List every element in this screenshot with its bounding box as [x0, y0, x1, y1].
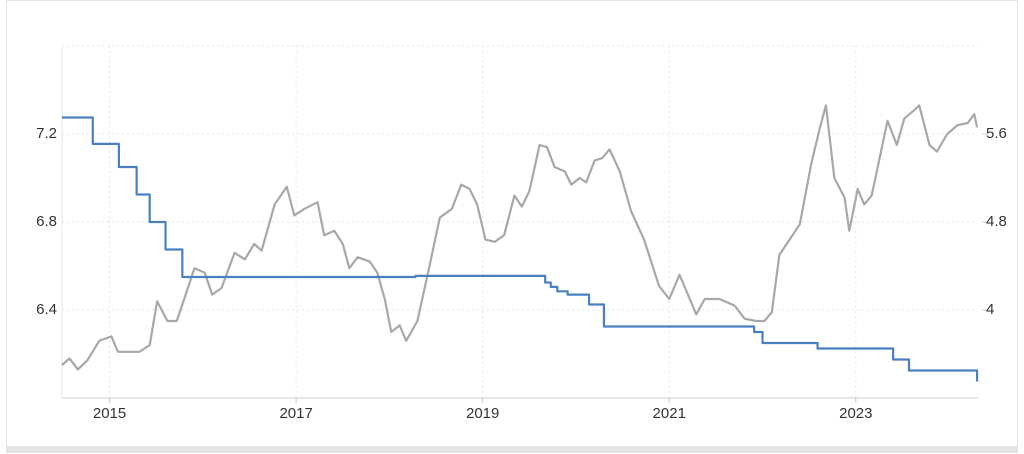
y-tick-label: 7.2: [36, 125, 57, 142]
y2-tick-label: 5.6: [986, 125, 1007, 142]
x-tick-label: 2017: [279, 405, 312, 422]
y-tick-label: 6.4: [36, 301, 57, 318]
series-line: [62, 116, 979, 382]
y2-tick-label: 4.8: [986, 213, 1007, 230]
frame: [6, 0, 1018, 453]
x-tick-label: 2015: [93, 405, 126, 422]
series-line: [61, 104, 979, 371]
x-tick-label: 2023: [839, 405, 872, 422]
y-tick-label: 6.8: [36, 213, 57, 230]
y2-tick-label: 4: [986, 301, 994, 318]
x-tick-label: 2019: [466, 405, 499, 422]
x-tick-label: 2021: [653, 405, 686, 422]
